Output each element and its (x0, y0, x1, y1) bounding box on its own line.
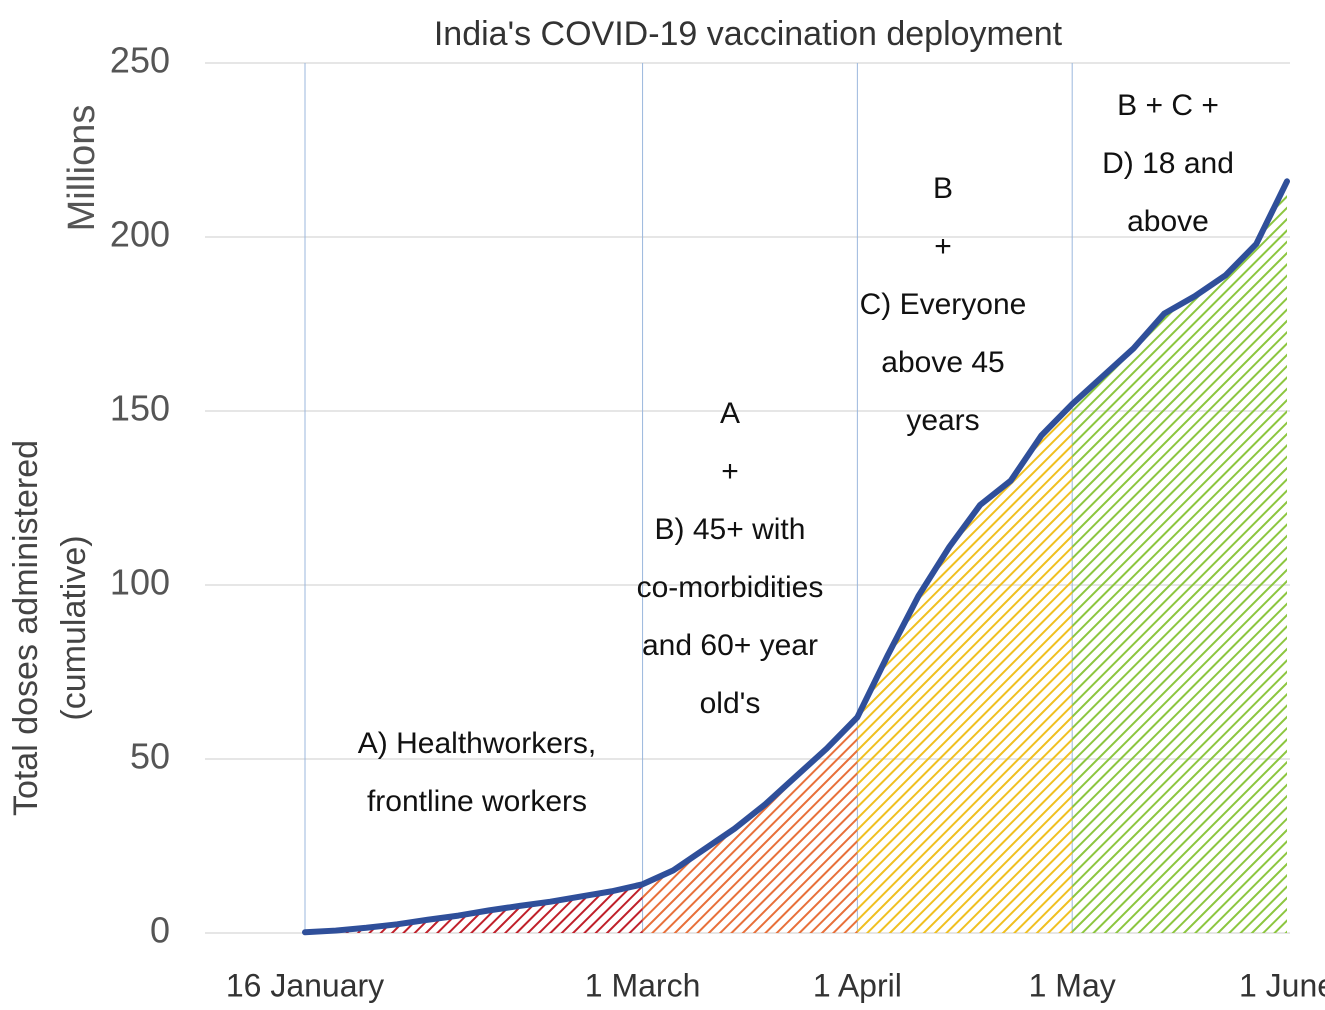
y-tick-label: 250 (110, 40, 170, 81)
phase-area (1072, 181, 1287, 933)
phase-label: years (906, 404, 979, 437)
phase-label: + (934, 230, 952, 263)
y-axis-label: (cumulative) (55, 535, 93, 720)
x-tick-label: 1 April (813, 967, 902, 1003)
y-tick-label: 200 (110, 214, 170, 255)
chart-title: India's COVID-19 vaccination deployment (434, 15, 1063, 53)
phase-label: co-morbidities (637, 571, 824, 604)
x-tick-label: 1 June (1239, 967, 1325, 1003)
y-axis-label: Total doses administered (7, 440, 45, 816)
phase-label: C) Everyone (860, 288, 1027, 321)
phase-label: B) 45+ with (655, 513, 806, 546)
line (302, 178, 1290, 936)
phase-label: above (1127, 205, 1209, 238)
x-tick-label: 16 January (226, 967, 384, 1003)
phase-label: + (721, 455, 739, 488)
phase-label: old's (700, 687, 761, 720)
phase-label: frontline workers (367, 785, 587, 818)
y-tick-label: 50 (130, 736, 170, 777)
phase-label: B + C + (1117, 89, 1219, 122)
phase-label: and 60+ year (642, 629, 818, 662)
phase-label: above 45 (881, 346, 1004, 379)
x-tick-label: 1 May (1029, 967, 1116, 1003)
phase-label: A (720, 397, 740, 430)
y-tick-label: 150 (110, 388, 170, 429)
y-tick-label: 0 (150, 910, 170, 951)
phase-area (857, 404, 1073, 933)
y-unit: Millions (61, 105, 103, 232)
x-tick-label: 1 March (585, 967, 701, 1003)
y-tick-label: 100 (110, 562, 170, 603)
phase-label: B (933, 172, 953, 205)
phase-label: D) 18 and (1102, 147, 1234, 180)
phase-area (305, 884, 643, 933)
phase-label: A) Healthworkers, (358, 727, 596, 760)
